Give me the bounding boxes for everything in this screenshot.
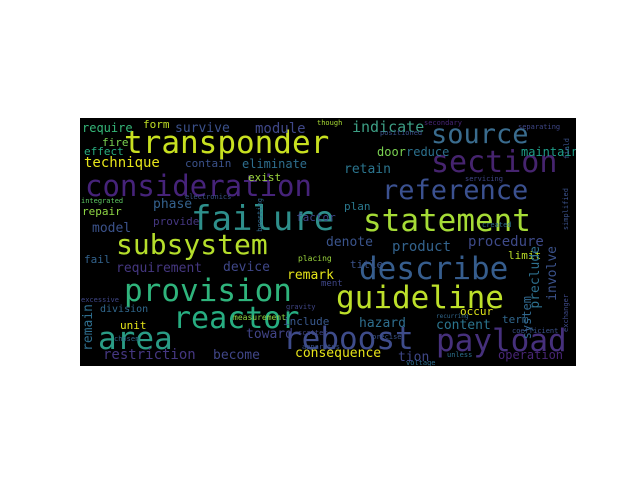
- word-form: form: [143, 118, 170, 131]
- word-content: content: [436, 318, 491, 333]
- word-recurring: recurring: [436, 313, 469, 320]
- word-phase: phase: [153, 197, 193, 212]
- word-transponder: transponder: [124, 125, 330, 161]
- word-include: include: [283, 315, 330, 328]
- word-scatter: scatter: [298, 329, 328, 337]
- word-repair: repair: [82, 205, 122, 218]
- word-hazard: hazard: [359, 316, 406, 331]
- word-coefficient: coefficient: [512, 327, 559, 335]
- word-requirement: requirement: [116, 261, 203, 276]
- word-restriction: restriction: [103, 347, 196, 363]
- word-fire: fire: [102, 136, 129, 149]
- word-voltage: voltage: [406, 359, 436, 367]
- word-guideline: guideline: [336, 280, 504, 316]
- word-operation: operation: [498, 348, 564, 362]
- word-reduce: reduce: [406, 145, 450, 159]
- word-survive: survive: [175, 121, 230, 136]
- word-positioned: positioned: [380, 129, 423, 137]
- word-chosen: chosen: [114, 335, 140, 343]
- word-remain: remain: [81, 304, 96, 351]
- word-servicing: servicing: [465, 175, 503, 183]
- word-measurement: measurement: [233, 313, 286, 322]
- word-model: model: [92, 221, 132, 236]
- word-secondary: secondary: [424, 119, 462, 127]
- word-occur: occur: [460, 305, 494, 318]
- word-reference: reference: [382, 175, 529, 206]
- word-excessive: excessive: [81, 296, 119, 304]
- word-fail: fail: [84, 253, 111, 266]
- word-statement: statement: [363, 203, 531, 239]
- word-cloud: transponder section consideration refere…: [80, 118, 576, 366]
- word-remark: remark: [287, 268, 334, 283]
- word-placing: placing: [298, 254, 332, 263]
- word-module: module: [255, 121, 306, 137]
- word-product: product: [392, 239, 452, 255]
- word-indicate: indicate: [352, 118, 425, 136]
- word-ment: ment: [321, 279, 343, 289]
- word-subsystem: subsystem: [116, 228, 268, 261]
- word-provide: provide: [153, 215, 200, 228]
- word-unit: unit: [120, 319, 147, 332]
- word-become: become: [213, 348, 260, 363]
- word-procedure: procedure: [468, 234, 544, 250]
- word-term: term: [502, 313, 529, 326]
- word-division: division: [100, 304, 149, 315]
- word-integrated: integrated: [81, 197, 124, 205]
- word-describe: describe: [359, 251, 509, 287]
- word-denote: denote: [326, 235, 373, 250]
- word-gravity: gravity: [286, 303, 316, 311]
- word-created: created: [482, 221, 512, 229]
- word-reboost: reboost: [283, 321, 414, 357]
- word-exist: exist: [248, 171, 282, 184]
- word-consideration: consideration: [85, 169, 312, 203]
- word-precise: precise: [372, 333, 402, 341]
- word-factor: factor: [296, 211, 336, 224]
- word-title: title: [350, 258, 384, 271]
- word-require: require: [82, 121, 133, 135]
- word-limit: limit: [508, 249, 542, 262]
- word-consequence: consequence: [295, 346, 382, 361]
- word-electronics: electronics: [185, 193, 232, 201]
- word-effect: effect: [84, 145, 124, 158]
- word-simplified: simplified: [562, 188, 570, 231]
- word-separating: separating: [518, 123, 561, 131]
- word-retain: retain: [344, 162, 391, 177]
- word-unless: unless: [447, 351, 473, 359]
- word-maintain: maintain: [521, 145, 576, 159]
- word-payload: payload: [436, 323, 567, 359]
- word-reactor: reactor: [173, 301, 300, 336]
- word-apparatus: apparatus: [302, 343, 340, 351]
- word-involve: involve: [545, 246, 560, 301]
- word-toward: toward: [246, 327, 293, 342]
- word-contain: contain: [185, 157, 232, 170]
- word-source: source: [431, 119, 529, 150]
- word-tion: tion: [398, 350, 430, 365]
- word-door: door: [377, 145, 406, 159]
- word-failure: failure: [191, 199, 335, 239]
- word-area: area: [98, 321, 173, 357]
- word-boosting: boosting: [256, 198, 264, 232]
- word-field: field: [563, 138, 571, 160]
- word-technique: technique: [84, 155, 160, 171]
- word-device: device: [223, 260, 270, 275]
- word-section: section: [431, 145, 558, 180]
- word-exchanger: exchanger: [562, 294, 570, 332]
- word-eliminate: eliminate: [242, 157, 308, 171]
- word-provision: provision: [124, 273, 292, 309]
- word-though: though: [317, 119, 343, 127]
- word-plan: plan: [344, 200, 371, 213]
